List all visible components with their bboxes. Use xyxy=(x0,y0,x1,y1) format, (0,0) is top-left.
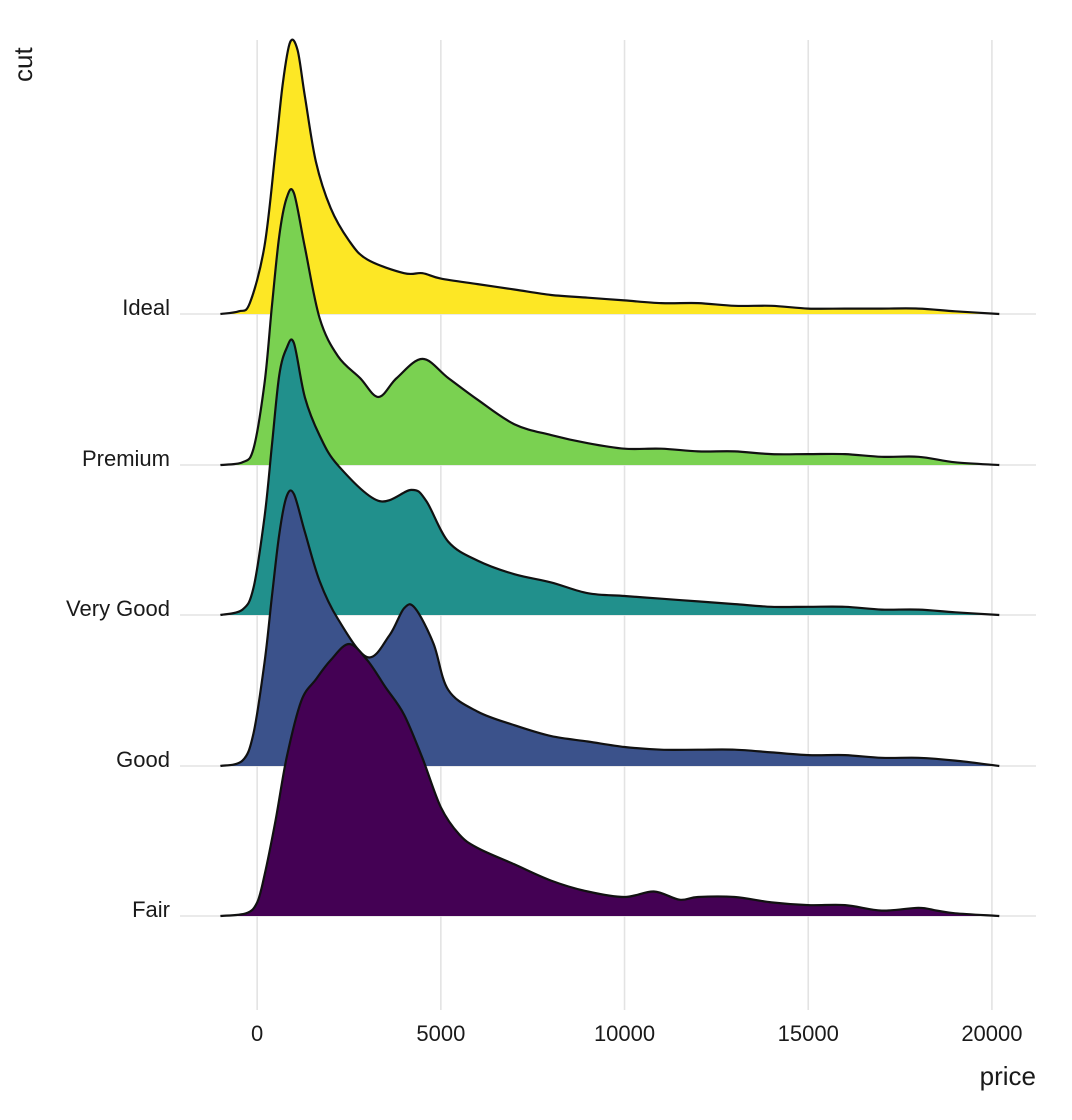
x-tick-label: 10000 xyxy=(594,1021,655,1046)
ridge-line-ideal xyxy=(220,38,1000,316)
x-axis-title: price xyxy=(980,1061,1036,1091)
ridge-area-very-good xyxy=(220,339,1000,615)
ridge-area-fair xyxy=(220,644,1000,916)
x-tick-label: 15000 xyxy=(778,1021,839,1046)
y-category-label: Premium xyxy=(82,446,170,471)
category-labels: Fair Good Very Good Premium Ideal xyxy=(66,295,170,922)
x-tick-label: 5000 xyxy=(416,1021,465,1046)
x-tick-labels: 0 5000 10000 15000 20000 xyxy=(251,1021,1022,1046)
y-category-label: Good xyxy=(116,747,170,772)
ridge-area-ideal xyxy=(220,39,1000,314)
y-axis-title: cut xyxy=(8,47,38,82)
x-tick-label: 0 xyxy=(251,1021,263,1046)
ridge-line-fair xyxy=(220,642,1000,918)
ridge-line-premium xyxy=(220,188,1000,467)
ridge-area-premium xyxy=(220,189,1000,465)
ridge-line-good xyxy=(220,489,1000,768)
ridge-area-good xyxy=(220,490,1000,766)
y-category-label: Fair xyxy=(132,897,170,922)
y-category-label: Ideal xyxy=(122,295,170,320)
ridge-line-very-good xyxy=(220,338,1000,617)
x-tick-label: 20000 xyxy=(961,1021,1022,1046)
y-category-label: Very Good xyxy=(66,596,170,621)
ridges xyxy=(220,38,1000,918)
